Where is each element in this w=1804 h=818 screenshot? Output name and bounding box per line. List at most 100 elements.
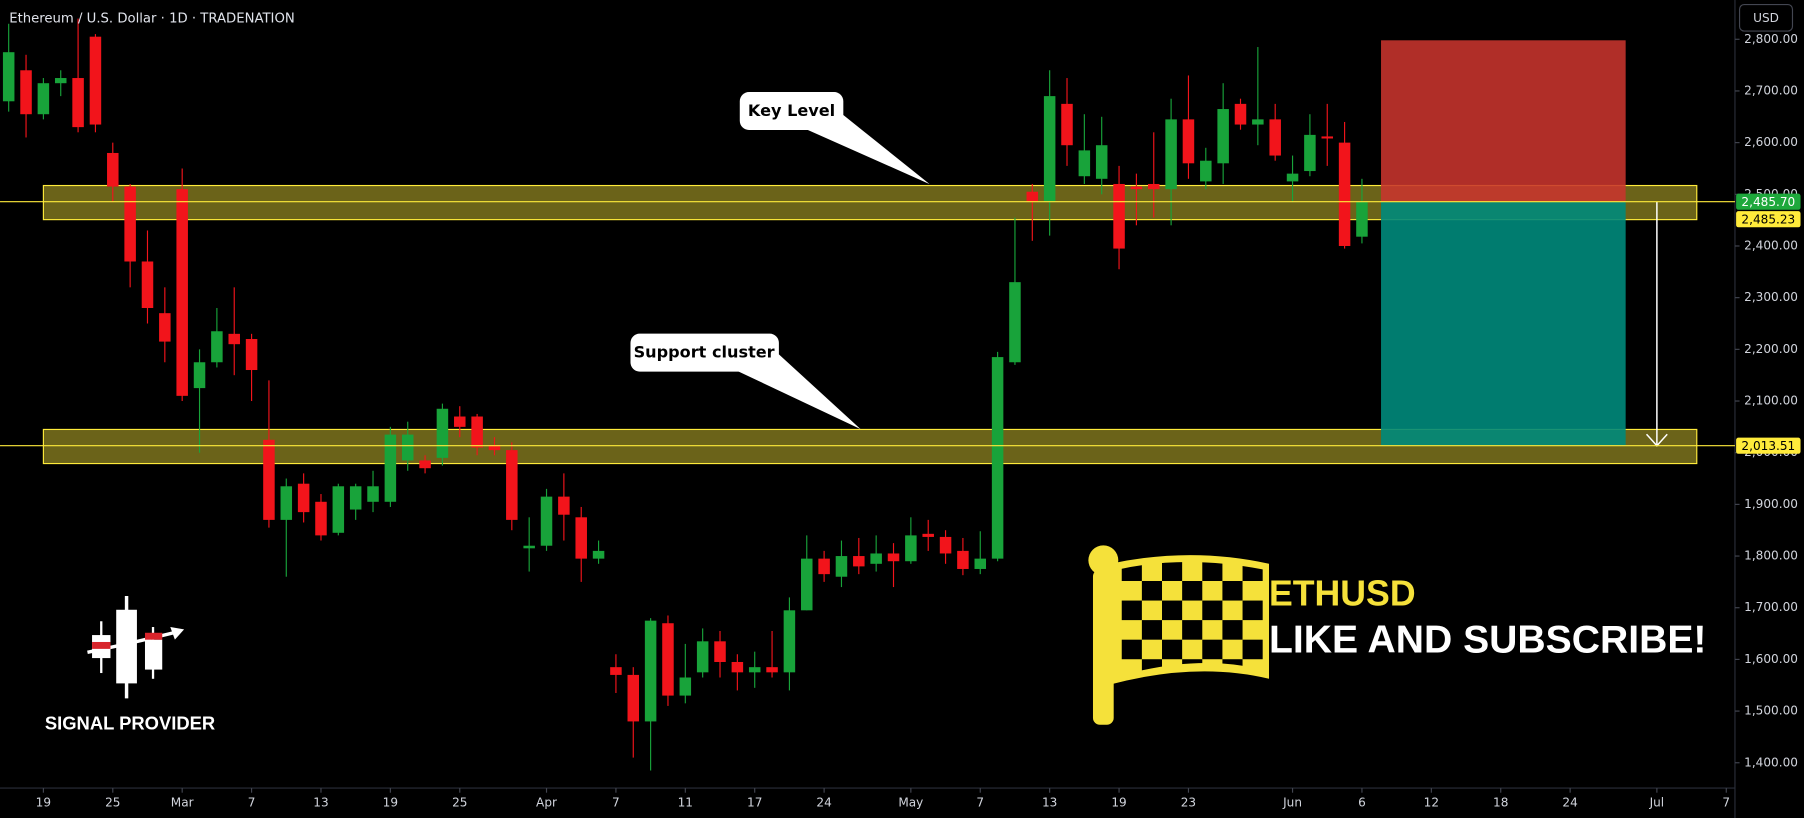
candle-body bbox=[384, 434, 397, 502]
candle-body bbox=[783, 610, 796, 673]
x-tick-label: 19 bbox=[1111, 796, 1126, 810]
candle-body bbox=[853, 556, 865, 567]
logo-shape bbox=[87, 629, 179, 655]
y-tick-label: 2,100.00 bbox=[1744, 394, 1798, 408]
flag-checker bbox=[1121, 562, 1263, 677]
x-tick-label: 25 bbox=[105, 796, 120, 810]
candle-body bbox=[575, 517, 587, 559]
zones bbox=[42, 184, 1698, 465]
y-tick-label: 2,800.00 bbox=[1744, 32, 1798, 46]
price-label-box bbox=[1736, 193, 1801, 210]
checker-square bbox=[1162, 562, 1183, 581]
checker-square bbox=[1121, 600, 1142, 621]
candle-body bbox=[1217, 109, 1229, 164]
checker-square bbox=[1182, 580, 1203, 601]
candle-body bbox=[592, 550, 605, 559]
x-tick-label: 19 bbox=[36, 796, 51, 810]
candle-body bbox=[1286, 173, 1299, 182]
flag-icon bbox=[1088, 545, 1270, 725]
y-tick-label: 1,500.00 bbox=[1744, 704, 1798, 718]
y-tick-label: 2,300.00 bbox=[1744, 290, 1798, 304]
candle-body bbox=[679, 677, 692, 696]
candle-body bbox=[401, 434, 414, 461]
candle-body bbox=[1269, 119, 1281, 156]
candle-body bbox=[1182, 119, 1195, 164]
candle-body bbox=[506, 450, 518, 520]
candle-body bbox=[922, 533, 934, 537]
y-tick-label: 2,200.00 bbox=[1744, 342, 1798, 356]
x-tick-label: Mar bbox=[171, 796, 194, 810]
x-tick-label: 11 bbox=[678, 796, 693, 810]
candle-body bbox=[540, 496, 553, 546]
x-tick-label: 13 bbox=[1042, 796, 1057, 810]
candle-body bbox=[748, 667, 761, 673]
candle-body bbox=[1113, 183, 1125, 249]
candle-body bbox=[1338, 142, 1351, 246]
candles bbox=[2, 18, 1368, 771]
candle-body bbox=[124, 186, 136, 262]
checker-square bbox=[1121, 639, 1142, 660]
cta-text: LIKE AND SUBSCRIBE! bbox=[1269, 618, 1706, 661]
checker-square bbox=[1202, 562, 1223, 581]
candle-body bbox=[20, 70, 32, 115]
candle-body bbox=[1234, 103, 1247, 125]
price-labels: 2,485.70 2,485.23 2,013.51 bbox=[1736, 193, 1801, 454]
candle-body bbox=[1321, 136, 1333, 139]
x-tick-label: 12 bbox=[1424, 796, 1439, 810]
y-tick-label: 2,600.00 bbox=[1744, 135, 1798, 149]
candle-body bbox=[72, 78, 84, 128]
checker-square bbox=[1141, 620, 1163, 640]
checker-square bbox=[1222, 580, 1243, 601]
x-tick-label: 19 bbox=[383, 796, 398, 810]
y-tick-label: 2,400.00 bbox=[1744, 238, 1798, 252]
candle-body bbox=[1026, 191, 1039, 203]
callout-pointer bbox=[805, 115, 930, 185]
candle-body bbox=[766, 667, 778, 673]
logo: SIGNAL PROVIDER bbox=[45, 595, 215, 734]
symbol-text: ETHUSD bbox=[1269, 573, 1416, 613]
checker-square bbox=[1162, 600, 1183, 621]
x-tick-label: 7 bbox=[248, 796, 256, 810]
candle-body bbox=[176, 189, 188, 396]
checker-square bbox=[1242, 600, 1263, 621]
candle-body bbox=[731, 661, 744, 673]
checker-square bbox=[1202, 639, 1223, 660]
x-tick-label: 18 bbox=[1493, 796, 1508, 810]
checker-square bbox=[1182, 620, 1203, 640]
candle-body bbox=[818, 558, 830, 575]
flag-shape bbox=[1092, 569, 1114, 725]
callout-box bbox=[630, 333, 779, 372]
candle-body bbox=[193, 362, 206, 389]
position bbox=[1381, 40, 1668, 447]
callout-support: Support cluster bbox=[630, 333, 861, 430]
price-label-box bbox=[1736, 437, 1801, 454]
candle-body bbox=[280, 486, 293, 520]
candle-body bbox=[141, 261, 154, 308]
x-tick-label: 23 bbox=[1181, 796, 1196, 810]
candle-body bbox=[939, 536, 952, 554]
checker-square bbox=[1141, 580, 1163, 601]
chart-title: Ethereum / U.S. Dollar · 1D · TRADENATIO… bbox=[9, 11, 295, 26]
candle-body bbox=[315, 501, 327, 536]
x-tick-label: 13 bbox=[313, 796, 328, 810]
logo-shape bbox=[92, 641, 111, 649]
candle-body bbox=[211, 331, 223, 363]
candle-body bbox=[835, 556, 848, 577]
candle-body bbox=[1304, 134, 1316, 172]
candle-body bbox=[54, 78, 67, 84]
currency-button[interactable] bbox=[1738, 4, 1794, 32]
currency-label[interactable]: USD bbox=[1753, 11, 1779, 25]
candle-body bbox=[1043, 96, 1056, 203]
target-zone bbox=[1381, 201, 1626, 446]
candle-body bbox=[37, 83, 50, 115]
stop-zone bbox=[1381, 40, 1626, 202]
callout-pointer bbox=[736, 354, 861, 430]
logo-text: SIGNAL PROVIDER bbox=[45, 713, 215, 734]
candle-body bbox=[454, 416, 466, 427]
logo-shape bbox=[144, 639, 163, 670]
x-tick-label: May bbox=[898, 796, 923, 810]
price-label-box bbox=[1736, 211, 1801, 228]
candle-body bbox=[263, 439, 275, 520]
x-tick-label: 7 bbox=[976, 796, 984, 810]
